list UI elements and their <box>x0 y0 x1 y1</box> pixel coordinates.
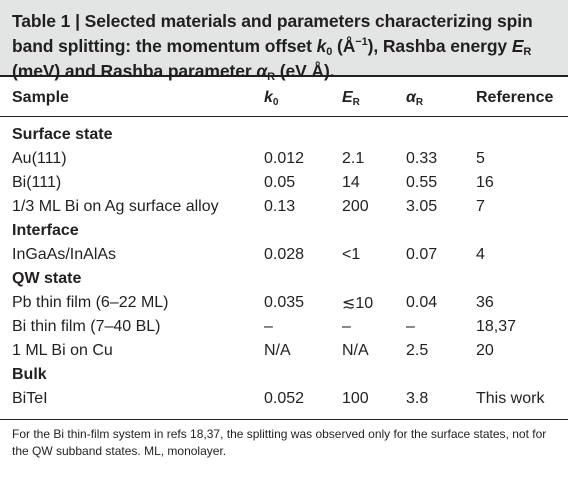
table-row: Bi(111) 0.05 14 0.55 16 <box>0 171 568 195</box>
cell-alpha: 0.04 <box>406 294 438 311</box>
cell-alpha: 0.33 <box>406 150 438 167</box>
cell-sample: Bi thin film (7–40 BL) <box>12 318 161 335</box>
table-row: BiTeI 0.052 100 3.8 This work <box>0 387 568 411</box>
caption-text: Table 1 | Selected materials and paramet… <box>12 11 533 56</box>
cell-alpha: 3.8 <box>406 390 429 407</box>
cell-er: <1 <box>342 246 361 263</box>
cell-k0: N/A <box>264 342 291 359</box>
caption-k0-unit-exponent: −1 <box>355 36 368 48</box>
cell-sample: InGaAs/InAlAs <box>12 246 117 263</box>
cell-er: ≲10 <box>342 295 374 312</box>
header-alpha-subscript: R <box>415 96 424 108</box>
section-label: Interface <box>12 222 79 239</box>
table-row: 1/3 ML Bi on Ag surface alloy 0.13 200 3.05… <box>0 195 568 219</box>
header-k0: k0 <box>264 77 342 116</box>
caption-er-symbol: E <box>511 36 524 56</box>
header-k0-subscript: 0 <box>272 96 279 108</box>
cell-alpha: 2.5 <box>406 342 429 359</box>
table-row: InGaAs/InAlAs 0.028 <1 0.07 4 <box>0 243 568 267</box>
cell-k0: – <box>264 318 273 335</box>
cell-alpha: 3.05 <box>406 198 438 215</box>
cell-er: – <box>342 318 351 335</box>
cell-alpha: – <box>406 318 415 335</box>
header-k0-symbol: k <box>264 88 273 106</box>
header-er: ER <box>342 77 406 116</box>
caption-text-3: (meV) and Rashba parameter <box>12 61 257 81</box>
cell-er: 2.1 <box>342 150 365 167</box>
cell-sample: 1/3 ML Bi on Ag surface alloy <box>12 198 219 215</box>
cell-alpha: 0.55 <box>406 174 438 191</box>
cell-k0: 0.028 <box>264 246 305 263</box>
header-row: Sample k0 ER αR Reference <box>0 77 568 116</box>
cell-er: 200 <box>342 198 369 215</box>
section-label: Surface state <box>12 126 113 143</box>
table-footnote: For the Bi thin-film system in refs 18,3… <box>12 427 547 458</box>
cell-er: N/A <box>342 342 369 359</box>
table-row: Au(111) 0.012 2.1 0.33 5 <box>0 147 568 171</box>
header-alpha-symbol: α <box>406 88 416 106</box>
cell-reference: 20 <box>476 342 494 359</box>
caption-k0-unit: (Å <box>332 36 356 56</box>
header-reference: Reference <box>476 88 554 106</box>
section-row: Surface state <box>0 117 568 147</box>
cell-er: 14 <box>342 174 360 191</box>
table-body: Surface state Au(111) 0.012 2.1 0.33 5 Bi(111)… <box>0 117 568 411</box>
cell-k0: 0.052 <box>264 390 305 407</box>
table-row: 1 ML Bi on Cu N/A N/A 2.5 20 <box>0 339 568 363</box>
cell-reference: 5 <box>476 150 485 167</box>
section-label: QW state <box>12 270 82 287</box>
header-rule <box>0 116 568 117</box>
top-rule <box>0 75 568 77</box>
cell-reference: 4 <box>476 246 485 263</box>
cell-sample: 1 ML Bi on Cu <box>12 342 113 359</box>
parameters-table: Sample k0 ER αR Reference Surface state A… <box>0 77 568 411</box>
cell-k0: 0.13 <box>264 198 296 215</box>
section-row: Interface <box>0 219 568 243</box>
header-alpha: αR <box>406 77 476 116</box>
table-caption: Table 1 | Selected materials and paramet… <box>0 0 568 83</box>
table-row: Pb thin film (6–22 ML) 0.035 ≲10 0.04 36 <box>0 291 568 315</box>
section-row: Bulk <box>0 363 568 387</box>
cell-reference: 16 <box>476 174 494 191</box>
caption-alpha-subscript: R <box>267 71 275 83</box>
caption-k0-symbol: k <box>316 36 327 56</box>
header-er-symbol: E <box>342 88 353 106</box>
header-er-subscript: R <box>352 96 360 108</box>
section-label: Bulk <box>12 366 47 383</box>
cell-k0: 0.035 <box>264 294 305 311</box>
bottom-rule <box>0 419 568 420</box>
cell-reference: 7 <box>476 198 485 215</box>
table-row: Bi thin film (7–40 BL) – – – 18,37 <box>0 315 568 339</box>
header-sample: Sample <box>12 88 69 106</box>
caption-text-4: (eV Å). <box>274 61 335 81</box>
cell-er: 100 <box>342 390 369 407</box>
cell-k0: 0.05 <box>264 174 296 191</box>
cell-sample: Pb thin film (6–22 ML) <box>12 294 169 311</box>
caption-alpha-symbol: α <box>256 61 268 81</box>
cell-sample: BiTeI <box>12 390 48 407</box>
caption-text-2: ), Rashba energy <box>367 36 512 56</box>
cell-sample: Bi(111) <box>12 174 62 191</box>
caption-k0-subscript: 0 <box>326 46 333 58</box>
caption-er-subscript: R <box>523 46 532 58</box>
section-row: QW state <box>0 267 568 291</box>
cell-reference: 18,37 <box>476 318 517 335</box>
cell-reference: This work <box>476 390 545 407</box>
cell-k0: 0.012 <box>264 150 305 167</box>
cell-alpha: 0.07 <box>406 246 438 263</box>
cell-sample: Au(111) <box>12 150 67 167</box>
cell-reference: 36 <box>476 294 494 311</box>
